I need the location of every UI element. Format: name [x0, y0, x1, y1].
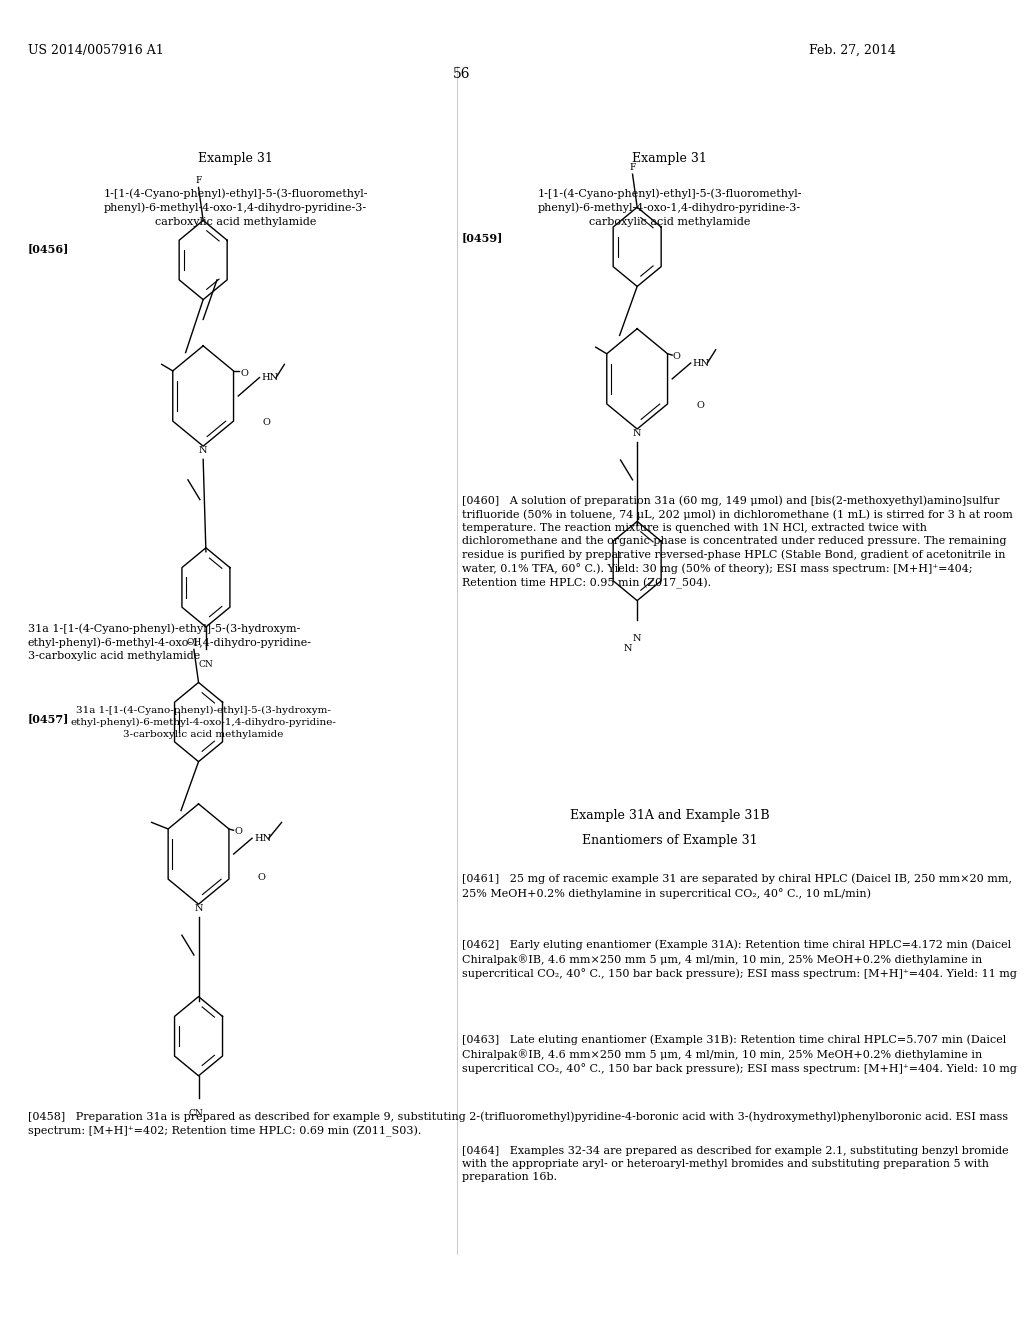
Text: Example 31A and Example 31B: Example 31A and Example 31B [569, 809, 769, 822]
Text: N: N [633, 429, 641, 438]
Text: 31a 1-[1-(4-Cyano-phenyl)-ethyl]-5-(3-hydroxym-
ethyl-phenyl)-6-methyl-4-oxo-1,4: 31a 1-[1-(4-Cyano-phenyl)-ethyl]-5-(3-hy… [28, 623, 311, 661]
Text: Example 31: Example 31 [198, 152, 273, 165]
Text: CN: CN [188, 1109, 203, 1118]
Text: 31a 1-[1-(4-Cyano-phenyl)-ethyl]-5-(3-hydroxym-
ethyl-phenyl)-6-methyl-4-oxo-1,4: 31a 1-[1-(4-Cyano-phenyl)-ethyl]-5-(3-hy… [71, 706, 336, 739]
Text: [0464]   Examples 32-34 are prepared as described for example 2.1, substituting : [0464] Examples 32-34 are prepared as de… [462, 1146, 1009, 1183]
Text: [0462]   Early eluting enantiomer (Example 31A): Retention time chiral HPLC=4.17: [0462] Early eluting enantiomer (Example… [462, 940, 1017, 979]
Text: HN: HN [261, 374, 279, 381]
Text: 1-[1-(4-Cyano-phenyl)-ethyl]-5-(3-fluoromethyl-
phenyl)-6-methyl-4-oxo-1,4-dihyd: 1-[1-(4-Cyano-phenyl)-ethyl]-5-(3-fluoro… [538, 189, 802, 227]
Text: HN: HN [692, 359, 710, 367]
Text: O: O [673, 352, 681, 360]
Text: O: O [241, 370, 249, 378]
Text: F: F [196, 176, 202, 185]
Text: [0456]: [0456] [28, 243, 69, 253]
Text: Example 31: Example 31 [632, 152, 707, 165]
Text: HN: HN [254, 834, 271, 842]
Text: N: N [633, 634, 641, 643]
Text: Enantiomers of Example 31: Enantiomers of Example 31 [582, 834, 758, 847]
Text: CN: CN [199, 660, 213, 669]
Text: O: O [262, 418, 270, 426]
Text: [0459]: [0459] [462, 232, 503, 243]
Text: N: N [199, 446, 208, 455]
Text: N: N [624, 644, 632, 653]
Text: N: N [195, 904, 203, 913]
Text: OH: OH [186, 638, 202, 647]
Text: F: F [630, 162, 636, 172]
Text: [0458]   Preparation 31a is prepared as described for example 9, substituting 2-: [0458] Preparation 31a is prepared as de… [28, 1111, 1008, 1137]
Text: O: O [234, 828, 242, 836]
Text: US 2014/0057916 A1: US 2014/0057916 A1 [28, 44, 164, 57]
Text: [0461]   25 mg of racemic example 31 are separated by chiral HPLC (Daicel IB, 25: [0461] 25 mg of racemic example 31 are s… [462, 874, 1012, 899]
Text: [0460]   A solution of preparation 31a (60 mg, 149 μmol) and [bis(2-methoxyethyl: [0460] A solution of preparation 31a (60… [462, 495, 1013, 589]
Text: 1-[1-(4-Cyano-phenyl)-ethyl]-5-(3-fluoromethyl-
phenyl)-6-methyl-4-oxo-1,4-dihyd: 1-[1-(4-Cyano-phenyl)-ethyl]-5-(3-fluoro… [103, 189, 368, 227]
Text: [0463]   Late eluting enantiomer (Example 31B): Retention time chiral HPLC=5.707: [0463] Late eluting enantiomer (Example … [462, 1035, 1017, 1074]
Text: O: O [696, 401, 703, 409]
Text: 56: 56 [453, 67, 470, 81]
Text: O: O [257, 874, 265, 882]
Text: [0457]: [0457] [28, 713, 69, 723]
Text: Feb. 27, 2014: Feb. 27, 2014 [809, 44, 896, 57]
